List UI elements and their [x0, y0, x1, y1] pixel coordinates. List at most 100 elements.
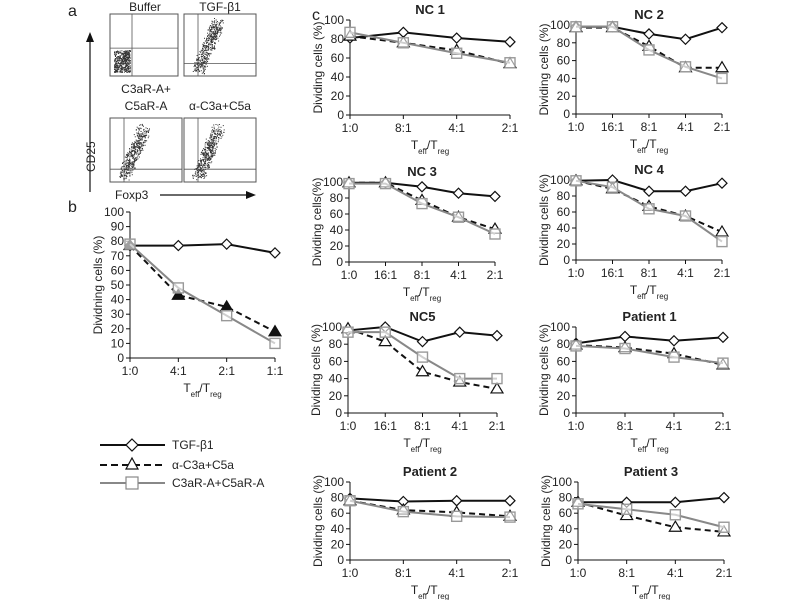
flow-plot-tgf — [183, 13, 257, 77]
x-tick-label: 2:1 — [502, 121, 519, 135]
series-line — [575, 344, 724, 365]
y-tick-label: 10 — [111, 336, 125, 350]
data-point-square — [718, 521, 730, 533]
x-axis-label-part: eff — [637, 292, 647, 301]
chart-nc5: NC5 0 20 40 60 80 100 1:0 16:1 8:1 4:1 2:1 Dividing … — [309, 309, 506, 454]
data-point-diamond — [452, 187, 465, 200]
data-point-square — [491, 372, 503, 385]
series-line — [349, 499, 511, 519]
data-point-triangle — [415, 364, 430, 377]
x-tick-label: 8:1 — [618, 566, 635, 580]
chart-title: NC5 — [409, 309, 435, 324]
data-point-diamond — [450, 32, 463, 44]
data-point-diamond — [716, 21, 728, 34]
x-tick-label: 16:1 — [374, 268, 398, 282]
y-tick-label: 60 — [559, 506, 573, 520]
y-tick-label: 60 — [557, 354, 571, 368]
data-point-square — [504, 511, 516, 523]
data-point-square — [570, 340, 582, 352]
y-axis-label: Dividing cells (%) — [309, 324, 323, 416]
y-tick-label: 0 — [563, 253, 570, 267]
y-tick-label: 100 — [324, 475, 344, 489]
y-tick-label: 60 — [330, 207, 344, 221]
y-tick-label: 40 — [557, 71, 571, 85]
triangle-marker-icon — [124, 456, 140, 470]
x-tick-label: 1:0 — [122, 364, 139, 378]
x-tick-label: 8:1 — [641, 120, 658, 134]
x-axis-label-part: reg — [438, 592, 450, 600]
y-tick-label: 40 — [331, 522, 345, 536]
y-tick-label: 100 — [324, 13, 344, 27]
series-line — [129, 244, 276, 333]
data-point-triangle — [267, 324, 283, 337]
x-tick-label: 2:1 — [487, 268, 504, 282]
series-line — [575, 335, 724, 345]
series-line — [349, 497, 510, 503]
x-tick-label: 4:1 — [667, 566, 684, 580]
x-tick-label: 4:1 — [677, 120, 694, 134]
x-axis-label-part: T — [411, 583, 419, 597]
y-tick-label: 80 — [557, 337, 571, 351]
data-point-diamond — [668, 334, 680, 347]
series-line — [577, 502, 725, 529]
data-point-diamond — [643, 28, 655, 40]
x-axis-label-part: T — [411, 138, 419, 152]
y-tick-label: 40 — [557, 372, 571, 386]
series-c3ar-a-c5ar-a — [570, 21, 728, 85]
y-tick-label: 80 — [111, 234, 125, 248]
x-tick-label: 8:1 — [414, 268, 431, 282]
y-tick-label: 0 — [337, 553, 344, 567]
data-point-diamond — [643, 185, 655, 198]
series-c3ar-a-c5ar-a — [124, 238, 281, 350]
x-axis-label: Teff/Treg — [403, 285, 441, 303]
panel-label-a: a — [68, 3, 77, 20]
x-axis-label-part: /T — [648, 583, 659, 597]
data-point-diamond — [504, 36, 516, 48]
data-point-square — [454, 372, 466, 385]
x-axis-label: Teff/Treg — [630, 137, 668, 155]
x-axis-label: Teff/Treg — [630, 436, 668, 454]
x-axis-label-part: eff — [418, 147, 428, 156]
x-tick-label: 8:1 — [641, 266, 658, 280]
y-tick-label: 0 — [565, 553, 572, 567]
y-axis-label: Dividing cells (%) — [539, 475, 553, 567]
data-point-square — [397, 505, 410, 518]
x-axis-label-part: reg — [438, 147, 450, 156]
x-axis-label-part: reg — [659, 592, 671, 600]
y-tick-label: 0 — [337, 108, 344, 122]
series-tgf-beta1 — [342, 321, 503, 348]
x-tick-label: 1:0 — [570, 566, 587, 580]
x-axis-label-part: reg — [430, 294, 442, 303]
y-tick-label: 20 — [331, 537, 345, 551]
data-point-square — [124, 238, 136, 250]
x-tick-label: 1:0 — [568, 120, 585, 134]
x-tick-label: 1:1 — [267, 364, 284, 378]
data-point-square — [452, 211, 465, 223]
y-tick-label: 40 — [559, 522, 573, 536]
x-axis-label: Teff/Treg — [411, 138, 449, 156]
x-axis-label-part: eff — [191, 390, 201, 399]
x-tick-label: 4:1 — [677, 266, 694, 280]
x-axis-label-part: T — [632, 583, 640, 597]
data-point-diamond — [717, 331, 729, 344]
flow-plot-frame — [109, 13, 179, 77]
chart-title: NC 2 — [634, 7, 664, 22]
data-point-square — [717, 357, 729, 369]
series-line — [349, 31, 511, 64]
x-axis-label-part: eff — [638, 445, 648, 454]
data-point-diamond — [679, 185, 692, 198]
x-tick-label: 2:1 — [716, 566, 733, 580]
y-tick-label: 40 — [111, 293, 125, 307]
square-marker-icon — [125, 476, 139, 490]
y-tick-label: 60 — [331, 51, 345, 65]
y-tick-label: 20 — [329, 389, 343, 403]
y-tick-label: 100 — [550, 173, 570, 187]
x-axis-label-part: eff — [418, 592, 428, 600]
y-tick-label: 60 — [557, 54, 571, 68]
x-axis-label-part: T — [403, 285, 411, 299]
series-c3ar-a-c5ar-a — [342, 326, 503, 385]
data-point-square — [606, 21, 619, 33]
y-tick-label: 50 — [111, 278, 125, 292]
